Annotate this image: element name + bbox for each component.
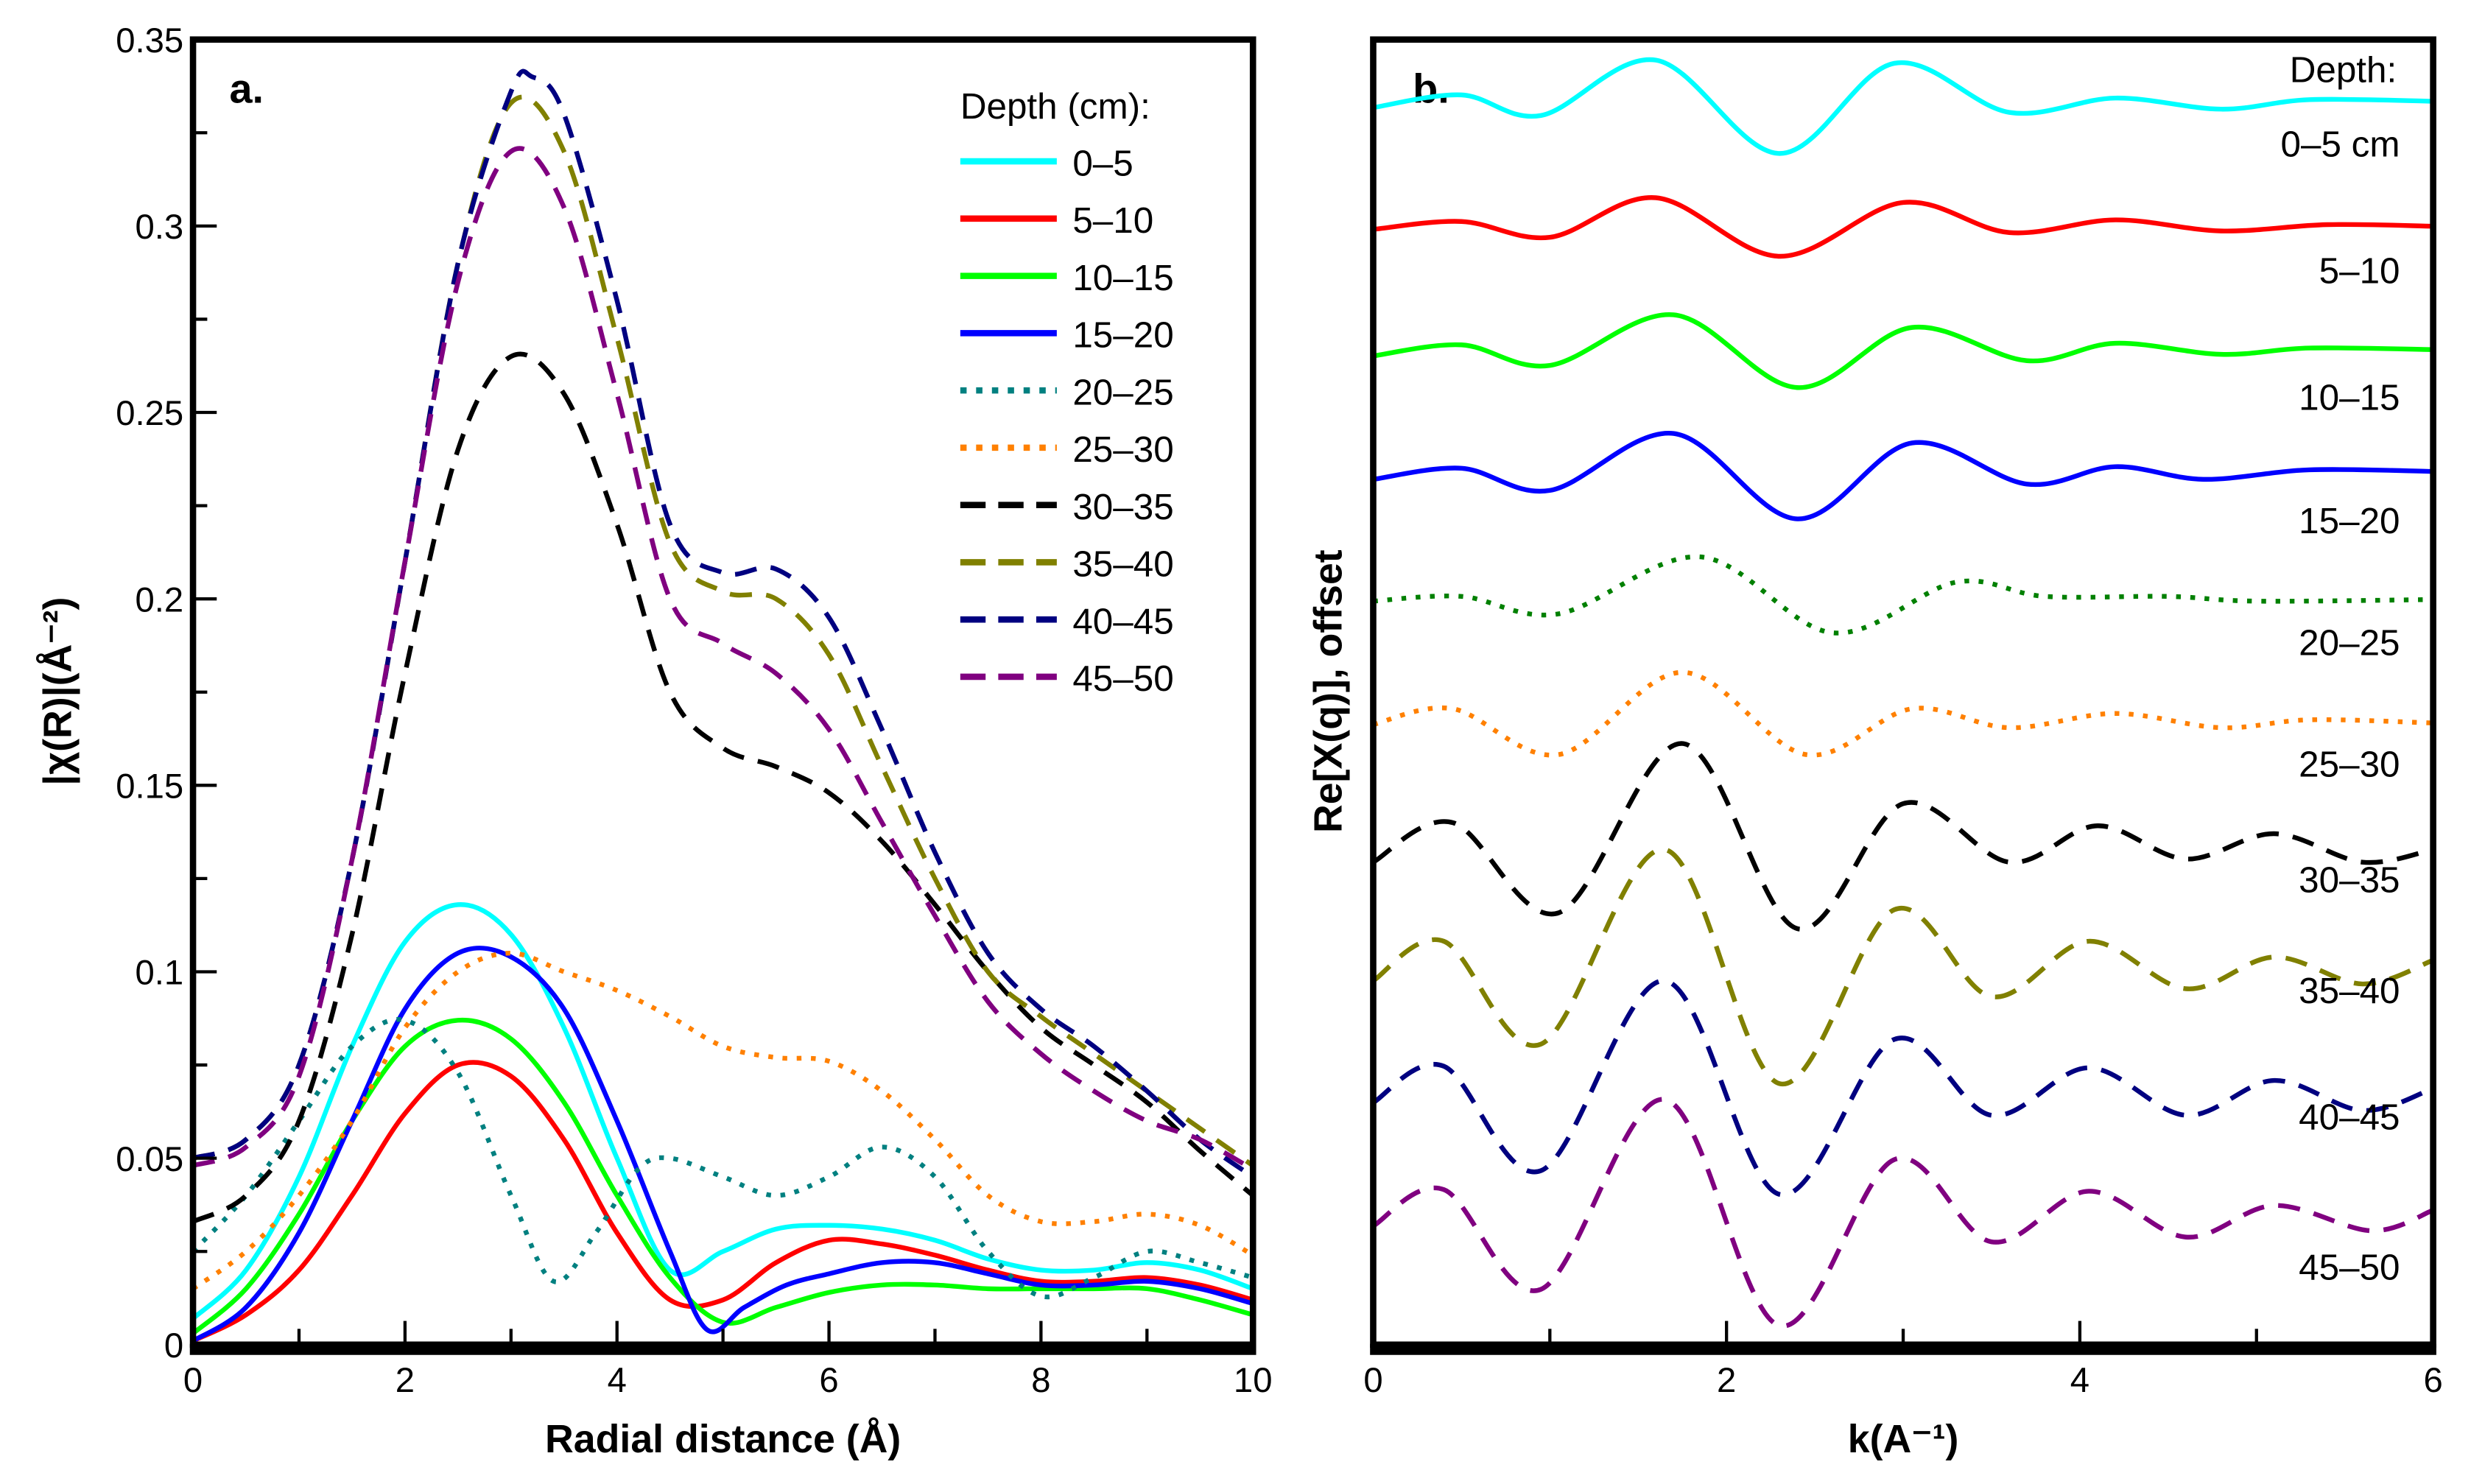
panel-b-legend-title: Depth: <box>2290 50 2397 91</box>
series-label-8: 40–45 <box>2299 1097 2400 1138</box>
panel-b-series-line-1 <box>1373 195 2433 259</box>
panel-a-y-tick-label: 0.2 <box>135 580 183 619</box>
panel-a-x-tick-label: 6 <box>819 1361 838 1400</box>
panel-a-y-tick-label: 0.05 <box>116 1140 183 1179</box>
panel-b-series-line-2 <box>1373 312 2433 390</box>
panel-a-chart: a. Radial distance (Å) |χ(R)|(Å⁻²) Depth… <box>36 21 1273 1461</box>
series-label-9: 45–50 <box>2299 1248 2400 1288</box>
panel-a-x-tick-label: 8 <box>1031 1361 1050 1400</box>
panel-a-y-tick-label: 0 <box>164 1326 183 1365</box>
panel-b-x-tick-label: 0 <box>1363 1361 1382 1400</box>
legend-label-5: 25–30 <box>1072 429 1173 470</box>
legend-label-9: 45–50 <box>1072 658 1173 699</box>
panel-a-series-line-3 <box>193 946 1254 1343</box>
panel-a-x-tick-label: 10 <box>1234 1361 1273 1400</box>
legend-label-2: 10–15 <box>1072 258 1173 298</box>
legend-label-4: 20–25 <box>1072 372 1173 412</box>
panel-a-series-line-1 <box>193 1060 1254 1343</box>
series-label-0: 0–5 cm <box>2281 124 2400 165</box>
panel-a-x-tick-label: 2 <box>396 1361 415 1400</box>
panel-b-y-axis-title: Re[X(q)], offset <box>1307 549 1351 833</box>
panel-a-series-line-7 <box>193 94 1254 1168</box>
series-label-3: 15–20 <box>2299 501 2400 541</box>
panel-a-x-tick-label: 4 <box>608 1361 627 1400</box>
legend-label-8: 40–45 <box>1072 601 1173 641</box>
panel-b-series-line-7 <box>1373 847 2433 1086</box>
panel-b-series-line-4 <box>1373 554 2433 636</box>
panel-b-series-line-3 <box>1373 431 2433 521</box>
panel-a-x-axis-title: Radial distance (Å) <box>545 1417 901 1461</box>
series-label-1: 5–10 <box>2319 250 2400 291</box>
legend-label-3: 15–20 <box>1072 315 1173 356</box>
panel-a-y-tick-label: 0.1 <box>135 954 183 993</box>
legend-label-6: 30–35 <box>1072 487 1173 527</box>
panel-b-series-line-0 <box>1373 57 2433 156</box>
panel-b-x-tick-label: 2 <box>1717 1361 1736 1400</box>
panel-a-y-tick-label: 0.3 <box>135 208 183 247</box>
panel-a-label: a. <box>229 66 264 112</box>
panel-b-x-axis-title: k(A⁻¹) <box>1848 1417 1959 1461</box>
panel-a-x-tick-label: 0 <box>183 1361 203 1400</box>
panel-a-y-tick-label: 0.35 <box>116 21 183 60</box>
panel-b-series-line-8 <box>1373 978 2433 1198</box>
panel-b-series-line-6 <box>1373 741 2433 932</box>
panel-b-x-tick-label: 6 <box>2423 1361 2442 1400</box>
series-label-5: 25–30 <box>2299 745 2400 785</box>
series-label-4: 20–25 <box>2299 622 2400 663</box>
panel-b-series-line-5 <box>1373 669 2433 758</box>
panel-b-x-tick-label: 4 <box>2070 1361 2089 1400</box>
legend-label-1: 5–10 <box>1072 200 1153 241</box>
series-label-6: 30–35 <box>2299 859 2400 900</box>
panel-a-y-axis-title: |χ(R)|(Å⁻²) <box>36 597 81 786</box>
legend-label-0: 0–5 <box>1072 143 1133 183</box>
panel-a-series-line-4 <box>193 1017 1254 1300</box>
panel-a-legend-title: Depth (cm): <box>960 86 1150 127</box>
panel-b-series-line-9 <box>1373 1097 2433 1329</box>
panel-a-series-line-9 <box>193 146 1254 1172</box>
panel-b-label: b. <box>1413 66 1449 112</box>
series-label-2: 10–15 <box>2299 377 2400 418</box>
panel-a-series-line-0 <box>193 902 1254 1321</box>
legend-label-7: 35–40 <box>1072 544 1173 585</box>
series-label-7: 35–40 <box>2299 971 2400 1011</box>
panel-a-y-tick-label: 0.25 <box>116 394 183 433</box>
panel-b-chart: b. k(A⁻¹) Re[X(q)], offset Depth: 0 2 4 6 0–… <box>1307 36 2443 1461</box>
panel-a-series-line-6 <box>193 351 1254 1224</box>
panel-a-y-tick-label: 0.15 <box>116 767 183 806</box>
